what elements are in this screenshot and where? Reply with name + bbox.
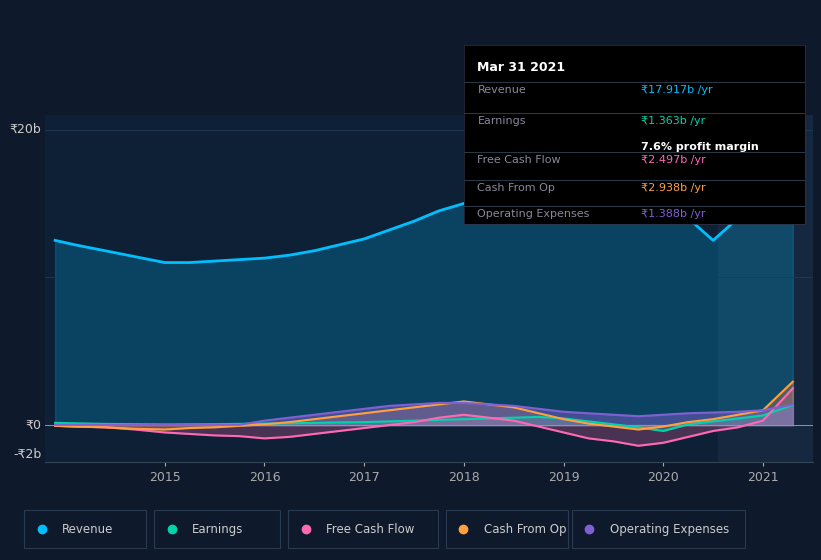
- Text: Cash From Op: Cash From Op: [478, 183, 555, 193]
- Bar: [718, 115, 813, 462]
- Text: ₹0: ₹0: [25, 418, 41, 432]
- Text: Revenue: Revenue: [62, 522, 113, 536]
- Text: ₹17.917b /yr: ₹17.917b /yr: [641, 85, 713, 95]
- Text: Operating Expenses: Operating Expenses: [478, 209, 589, 219]
- Text: ₹1.363b /yr: ₹1.363b /yr: [641, 115, 705, 125]
- Text: Mar 31 2021: Mar 31 2021: [478, 61, 566, 74]
- Text: -₹2b: -₹2b: [13, 448, 41, 461]
- Text: Earnings: Earnings: [478, 115, 526, 125]
- Text: ₹1.388b /yr: ₹1.388b /yr: [641, 209, 705, 219]
- Text: Revenue: Revenue: [478, 85, 526, 95]
- Text: Free Cash Flow: Free Cash Flow: [478, 155, 561, 165]
- Text: Free Cash Flow: Free Cash Flow: [326, 522, 415, 536]
- Text: 7.6% profit margin: 7.6% profit margin: [641, 142, 759, 152]
- Text: ₹2.497b /yr: ₹2.497b /yr: [641, 155, 706, 165]
- Text: ₹2.938b /yr: ₹2.938b /yr: [641, 183, 706, 193]
- Text: Earnings: Earnings: [192, 522, 244, 536]
- Text: ₹20b: ₹20b: [10, 123, 41, 136]
- Text: Operating Expenses: Operating Expenses: [610, 522, 729, 536]
- Text: Cash From Op: Cash From Op: [484, 522, 566, 536]
